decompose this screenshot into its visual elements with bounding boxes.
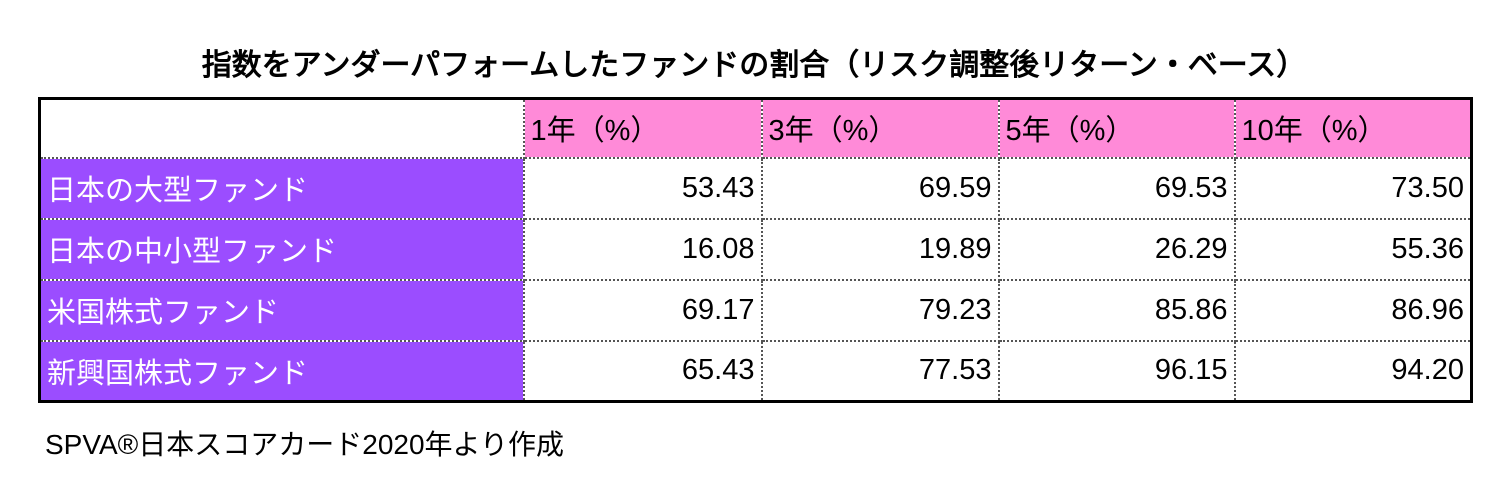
row: 新興国株式ファンド 65.43 77.53 96.15 94.20 (38, 339, 1473, 403)
cell: 69.17 (522, 278, 763, 342)
cell: 73.50 (1233, 156, 1473, 220)
cell: 26.29 (997, 217, 1236, 281)
cell: 96.15 (997, 339, 1236, 403)
cell: 86.96 (1233, 278, 1473, 342)
row-label: 日本の大型ファンド (38, 156, 525, 220)
header-row: 1年（%） 3年（%） 5年（%） 10年（%） (38, 97, 1473, 159)
cell: 65.43 (522, 339, 763, 403)
header-cell (38, 97, 525, 159)
cell: 53.43 (522, 156, 763, 220)
header-cell: 3年（%） (760, 97, 1000, 159)
cell: 94.20 (1233, 339, 1473, 403)
row: 日本の大型ファンド 53.43 69.59 69.53 73.50 (38, 156, 1473, 220)
table: 1年（%） 3年（%） 5年（%） 10年（%） 日本の大型ファンド 53.43 69.59… (38, 97, 1473, 403)
cell: 69.53 (997, 156, 1236, 220)
cell: 16.08 (522, 217, 763, 281)
header-cell: 1年（%） (522, 97, 763, 159)
footer: SPVA®日本スコアカード2020年より作成 (45, 429, 564, 460)
row-label: 米国株式ファンド (38, 278, 525, 342)
cell: 19.89 (760, 217, 1000, 281)
row-label: 新興国株式ファンド (38, 339, 525, 403)
cell: 85.86 (997, 278, 1236, 342)
row: 日本の中小型ファンド 16.08 19.89 26.29 55.36 (38, 217, 1473, 281)
cell: 55.36 (1233, 217, 1473, 281)
row-label: 日本の中小型ファンド (38, 217, 525, 281)
title: 指数をアンダーパフォームしたファンドの割合（リスク調整後リターン・ベース） (201, 49, 1307, 82)
cell: 77.53 (760, 339, 1000, 403)
header-cell: 10年（%） (1233, 97, 1473, 159)
header-cell: 5年（%） (997, 97, 1236, 159)
cell: 79.23 (760, 278, 1000, 342)
cell: 69.59 (760, 156, 1000, 220)
row: 米国株式ファンド 69.17 79.23 85.86 86.96 (38, 278, 1473, 342)
